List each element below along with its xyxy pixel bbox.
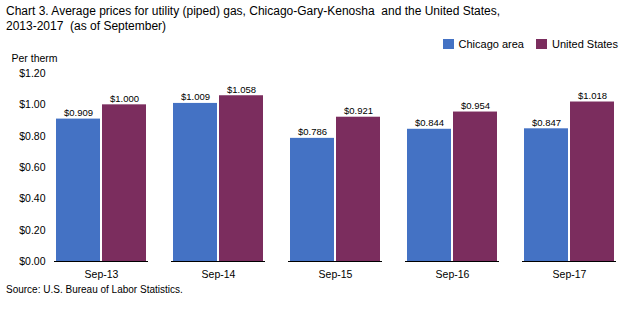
svg-text:$1.000: $1.000 xyxy=(110,93,139,104)
svg-text:$1.00: $1.00 xyxy=(19,98,45,110)
svg-text:$0.60: $0.60 xyxy=(19,161,45,173)
svg-text:$1.018: $1.018 xyxy=(578,90,607,101)
svg-text:$0.40: $0.40 xyxy=(19,192,45,204)
svg-text:Sep-14: Sep-14 xyxy=(202,268,236,280)
html-text:Chart 3. Average prices for ut: Chart 3. Average prices for utility (pip… xyxy=(6,4,500,18)
svg-text:$0.80: $0.80 xyxy=(19,130,45,142)
html-text:United States: United States xyxy=(552,38,618,50)
svg-text:$0.921: $0.921 xyxy=(344,105,373,116)
svg-text:$0.954: $0.954 xyxy=(461,100,490,111)
svg-text:$1.009: $1.009 xyxy=(181,91,210,102)
svg-text:$0.786: $0.786 xyxy=(298,126,327,137)
svg-text:$1.20: $1.20 xyxy=(19,67,45,79)
svg-text:Sep-13: Sep-13 xyxy=(85,268,119,280)
svg-text:$0.20: $0.20 xyxy=(19,224,45,236)
svg-text:$0.847: $0.847 xyxy=(532,117,561,128)
html-text:Chicago area: Chicago area xyxy=(458,38,524,50)
svg-text:Sep-15: Sep-15 xyxy=(319,268,353,280)
html-text:Source: U.S. Bureau of Labor S: Source: U.S. Bureau of Labor Statistics. xyxy=(6,284,183,295)
svg-text:Sep-17: Sep-17 xyxy=(553,268,587,280)
svg-text:$0.844: $0.844 xyxy=(415,117,444,128)
svg-text:Per therm: Per therm xyxy=(12,52,58,64)
svg-text:$0.00: $0.00 xyxy=(19,255,45,267)
svg-text:$0.909: $0.909 xyxy=(64,107,93,118)
svg-text:$1.058: $1.058 xyxy=(227,84,256,95)
html-text:2013-2017 (as of September): 2013-2017 (as of September) xyxy=(6,19,167,33)
svg-text:Sep-16: Sep-16 xyxy=(436,268,470,280)
